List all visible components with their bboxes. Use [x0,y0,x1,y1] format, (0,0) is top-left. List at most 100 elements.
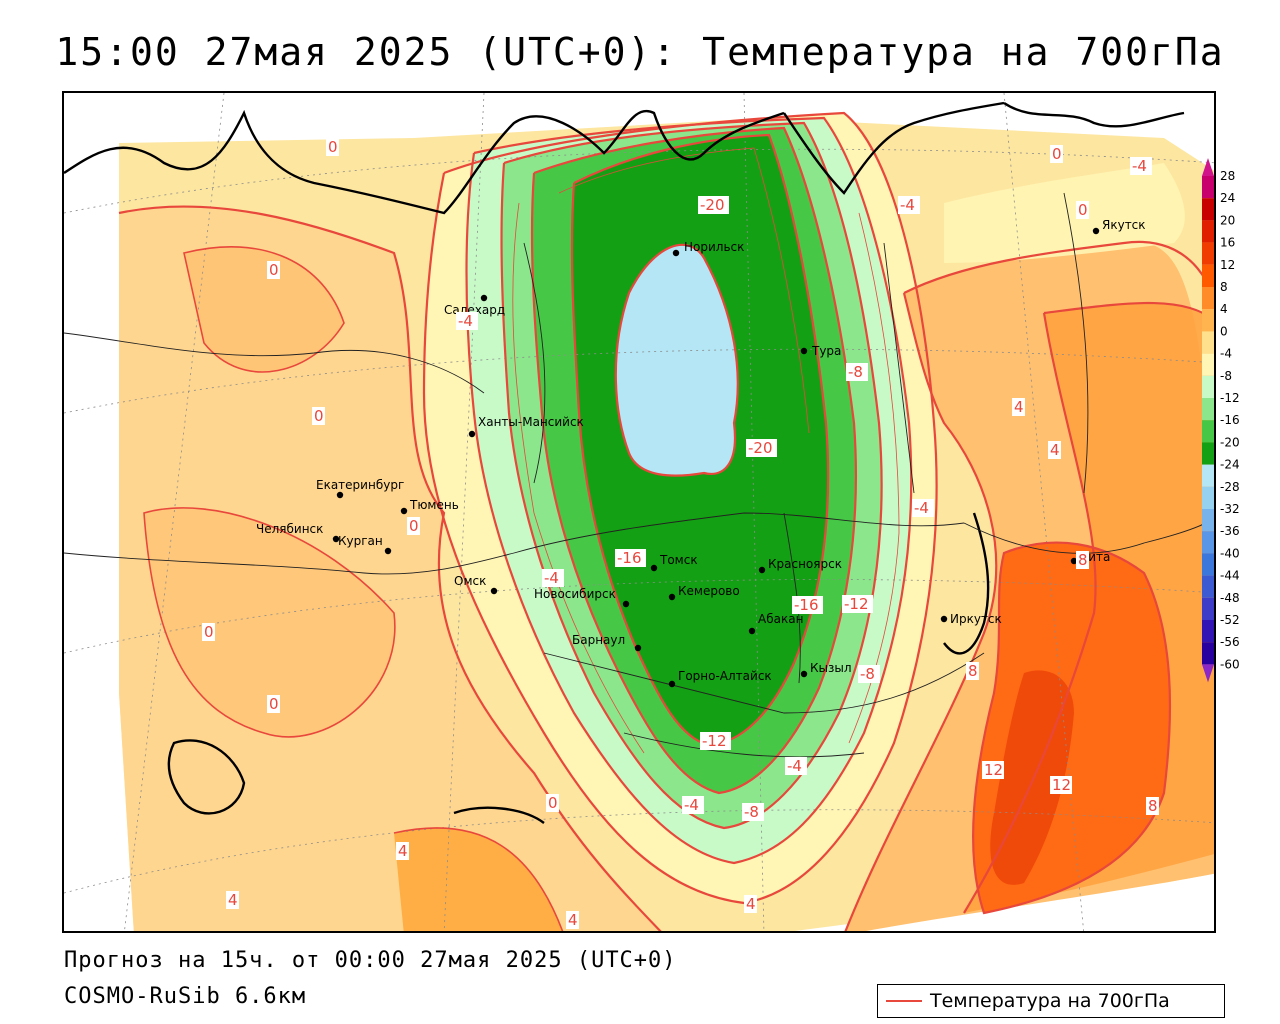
city-label[interactable]: Екатеринбург [316,478,404,492]
city-label[interactable]: Новосибирск [534,587,616,601]
city-label[interactable]: Омск [454,574,486,588]
colorbar-swatch [1202,309,1214,332]
legend-line-swatch [886,1000,922,1002]
city-dot[interactable] [668,680,676,688]
colorbar-tick-label: -8 [1220,369,1232,383]
isotherm-label: 0 [328,138,338,156]
legend-label: Температура на 700гПа [930,990,1170,1012]
isotherm-label-bg [407,517,420,535]
isotherm-label-bg [1130,157,1152,175]
colorbar-tick-label: 4 [1220,302,1228,316]
isotherm-label-bg [792,596,823,614]
isotherm-label: 8 [968,662,978,680]
isotherm-label-bg [1050,776,1072,794]
graticule [64,93,1214,931]
isotherm-label: -4 [914,499,929,517]
city-dot[interactable] [468,430,476,438]
colorbar-swatch [1202,442,1214,465]
isotherm-label: 8 [1078,551,1088,569]
colorbar-tick-label: 24 [1220,191,1235,205]
city-dot[interactable] [400,507,408,515]
city-dot[interactable] [758,566,766,574]
isotherm-label-bg [785,757,807,775]
isotherm-label: -4 [787,757,802,775]
city-dot[interactable] [622,600,630,608]
colorbar-tick-label: -4 [1220,347,1232,361]
city-label[interactable]: Норильск [684,240,744,254]
isotherm-label-bg [1012,398,1025,416]
colorbar-tick-label: 20 [1220,213,1235,227]
colorbar-tick-label: -36 [1220,524,1240,538]
zone-0-to-4-west [119,206,661,931]
temperature-map[interactable]: НорильскСалехардТураХанты-МансийскЕкатер… [64,93,1216,933]
city-label[interactable]: Ханты-Мансийск [478,415,584,429]
isotherm-label: 12 [1052,776,1071,794]
city-dot[interactable] [940,615,948,623]
city-dot[interactable] [490,587,498,595]
city-dot[interactable] [480,294,488,302]
colorbar-tick-label: -32 [1220,502,1240,516]
city-dot[interactable] [332,535,340,543]
city-dot[interactable] [672,249,680,257]
isotherm-label-bg [744,895,757,913]
colorbar-swatch [1202,331,1214,354]
city-label[interactable]: Кызыл [810,661,852,675]
isotherm-label-bg [746,439,777,457]
city-label[interactable]: Абакан [758,612,803,626]
city-dot[interactable] [800,347,808,355]
zone-4-west-south [144,507,395,737]
isotherm-label: 0 [269,695,279,713]
city-dot[interactable] [668,593,676,601]
colorbar: 28 24 20 16 12 8 4 0 -4 -8 -12 -16 -20 -24 -28 -32 -36 -4… [1202,158,1240,683]
city-dot[interactable] [1070,557,1078,565]
city-label[interactable]: Челябинск [256,522,323,536]
isotherm-label-bg [698,196,729,214]
city-dot[interactable] [336,491,344,499]
colorbar-top-arrow [1202,158,1214,176]
isotherm-label-bg [396,842,409,860]
city-label[interactable]: Горно-Алтайск [678,669,772,683]
city-label[interactable]: Тюмень [409,498,459,512]
colorbar-swatch [1202,220,1214,243]
isotherm-label-bg [1076,551,1089,569]
isotherm-label-bg [1146,797,1159,815]
coastlines [64,101,1185,824]
isotherm-label-bg [542,569,564,587]
isotherm-label-bg [700,732,731,750]
zone-below-minus20 [615,244,738,476]
isotherm-label: 0 [409,517,419,535]
isotherm-label-bg [267,695,280,713]
city-label[interactable]: Курган [338,534,383,548]
isotherm-label-bg [566,911,579,929]
isotherm-label-bg [846,363,868,381]
city-dot[interactable] [650,564,658,572]
model-name: COSMO-RuSib 6.6км [64,984,307,1009]
city-label[interactable]: Барнаул [572,633,625,647]
isotherm-label: 0 [204,623,214,641]
city-label[interactable]: Кемерово [678,584,740,598]
city-dot[interactable] [384,547,392,555]
city-markers: НорильскСалехардТураХанты-МансийскЕкатер… [256,218,1146,688]
city-dot[interactable] [634,644,642,652]
isotherm-labels: -20 -20 -16 -16 -12 -12 -8 -8 -8 -4 -4 -4 -4 -4 -4 0 0 0 0… [202,138,1159,929]
legend: Температура на 700гПа [877,984,1225,1018]
city-label[interactable]: Красноярск [768,557,842,571]
colorbar-tick-label: 16 [1220,236,1235,250]
city-label[interactable]: Томск [659,553,698,567]
isotherm-label-bg [842,595,873,613]
colorbar-tick-label: -48 [1220,591,1240,605]
isotherm-label-bg [226,891,239,909]
city-dot[interactable] [748,627,756,635]
colorbar-swatch [1202,242,1214,265]
colorbar-tick-label: 28 [1220,169,1235,183]
colorbar-tick-label: -44 [1220,569,1240,583]
city-dot[interactable] [1092,227,1100,235]
isotherm-label-bg [682,796,704,814]
map-panel[interactable]: Норильск Салехард Тура Ханты-Мансийск Екатер… [62,91,1216,933]
isotherm-label-bg [982,761,1004,779]
city-label[interactable]: Тура [811,344,841,358]
isotherm-label: 0 [1052,145,1062,163]
city-dot[interactable] [800,670,808,678]
city-label[interactable]: Якутск [1102,218,1146,232]
city-label[interactable]: Иркутск [950,612,1002,626]
